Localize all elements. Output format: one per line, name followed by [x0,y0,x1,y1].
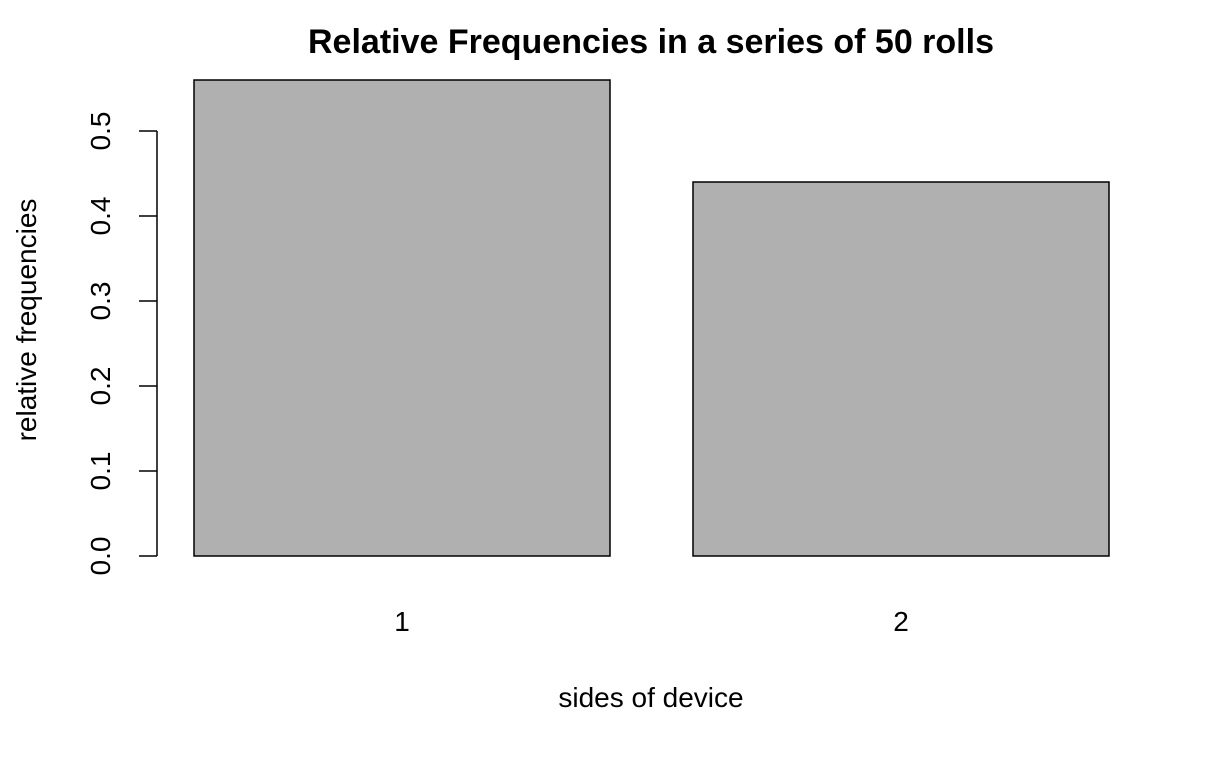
y-axis: 0.0 0.1 0.2 0.3 0.4 0.5 [85,112,158,576]
y-tick-label: 0.0 [85,537,116,576]
y-tick-label: 0.5 [85,112,116,151]
y-tick-label: 0.4 [85,197,116,236]
x-tick-label-2: 2 [893,606,909,637]
y-tick-label: 0.1 [85,452,116,491]
y-tick-label: 0.3 [85,282,116,321]
y-tick-label: 0.2 [85,367,116,406]
y-axis-label: relative frequencies [11,199,42,442]
bar-1 [193,79,611,557]
x-axis-label: sides of device [558,682,743,713]
chart-title: Relative Frequencies in a series of 50 r… [308,23,994,61]
x-tick-label-1: 1 [394,606,410,637]
bar-2 [692,181,1110,557]
bars-group [193,79,1110,557]
